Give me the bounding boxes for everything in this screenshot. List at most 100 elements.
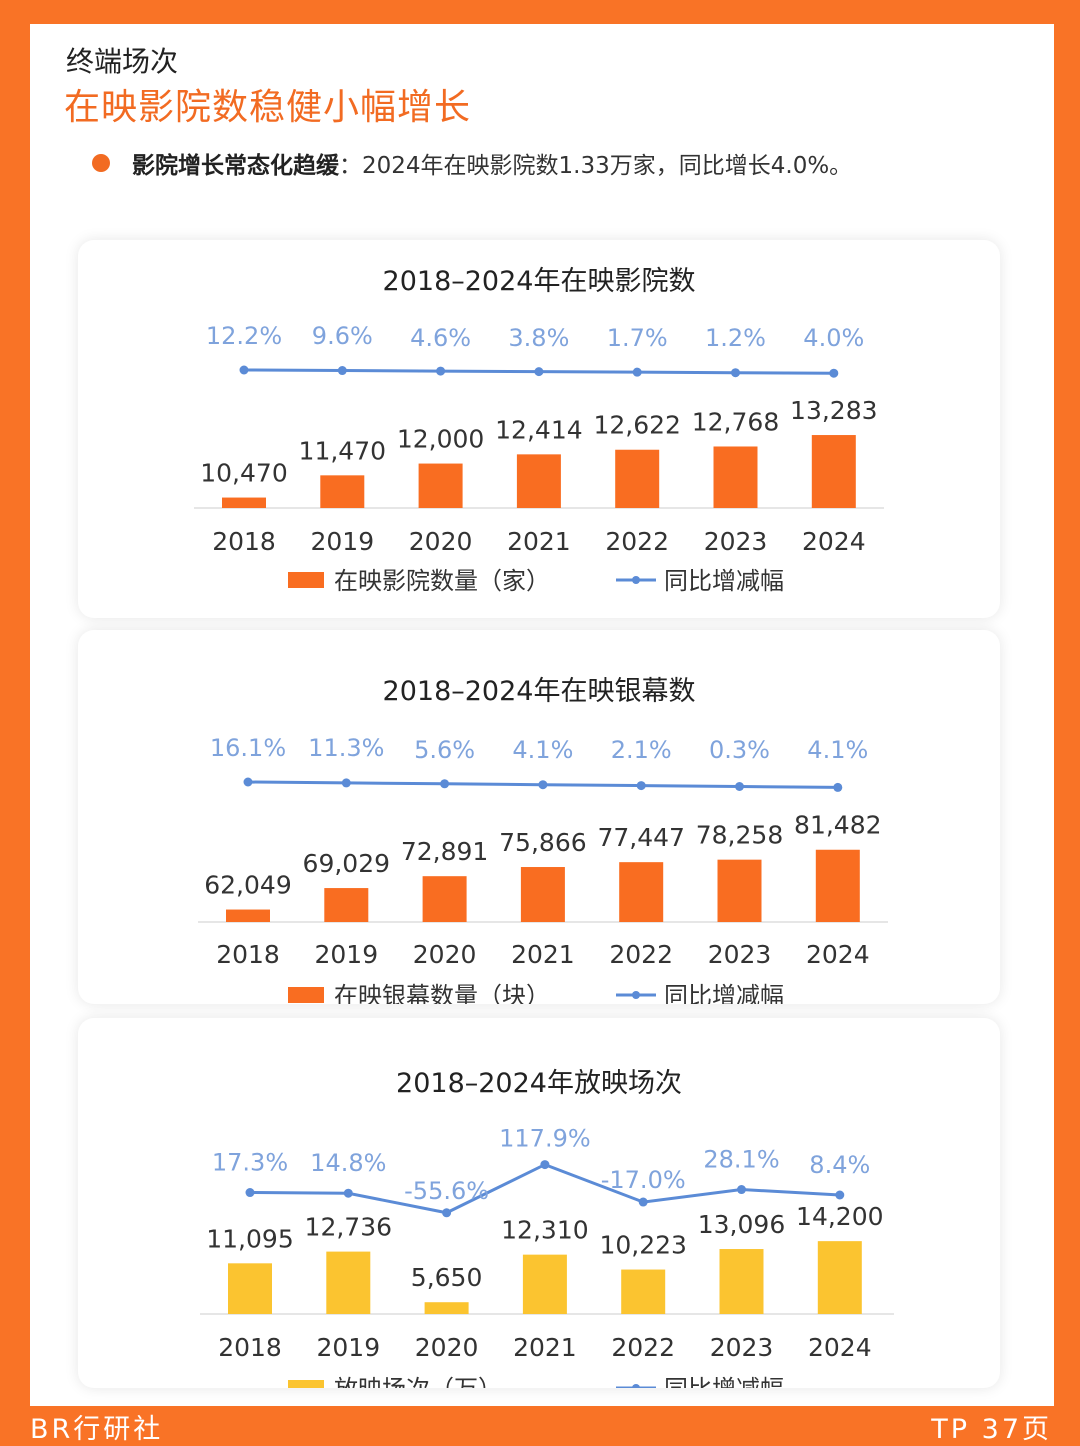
- x-tick-label: 2020: [409, 527, 473, 556]
- bar-value-label: 13,096: [698, 1210, 785, 1239]
- chart-screens: 2018–2024年在映银幕数 62,049 2018 69,029 2019 72,89…: [198, 676, 888, 1004]
- bar-2019: [324, 888, 369, 922]
- x-tick-label: 2022: [605, 527, 669, 556]
- growth-label: 117.9%: [499, 1125, 591, 1153]
- bar-2021: [520, 867, 565, 922]
- growth-label: -17.0%: [601, 1166, 686, 1194]
- page-title: 在映影院数稳健小幅增长: [64, 87, 472, 128]
- bar-2024: [817, 1241, 862, 1314]
- legend-bar-label: 放映场次（万）: [334, 1375, 502, 1388]
- legend-bar-swatch: [288, 987, 324, 1003]
- x-tick-label: 2021: [507, 527, 571, 556]
- growth-point-2018: [245, 1188, 255, 1198]
- growth-label: 4.1%: [512, 736, 573, 764]
- growth-point-2021: [540, 1160, 550, 1170]
- x-tick-label: 2022: [611, 1333, 675, 1362]
- bar-value-label: 10,470: [200, 459, 287, 488]
- bar-value-label: 81,482: [794, 811, 881, 840]
- growth-label: 5.6%: [414, 736, 475, 764]
- x-tick-label: 2022: [609, 940, 673, 969]
- legend-bar-swatch: [288, 572, 324, 588]
- growth-point-2018: [239, 365, 249, 375]
- growth-label: 0.3%: [709, 736, 770, 764]
- bar-value-label: 62,049: [204, 871, 291, 900]
- growth-label: 1.7%: [607, 324, 668, 352]
- growth-label: 9.6%: [312, 322, 373, 350]
- key-point-bold: 影院增长常态化趋缓: [132, 153, 339, 179]
- bar-value-label: 12,736: [305, 1213, 392, 1242]
- chart-title: 2018–2024年在映影院数: [383, 266, 696, 297]
- growth-label: 4.1%: [807, 736, 868, 764]
- bar-value-label: 10,223: [599, 1231, 686, 1260]
- legend-line-label: 同比增减幅: [664, 1375, 784, 1388]
- growth-label: 17.3%: [212, 1149, 288, 1177]
- legend-bar-swatch: [288, 1380, 324, 1388]
- x-tick-label: 2023: [708, 940, 772, 969]
- chart-title: 2018–2024年放映场次: [396, 1068, 682, 1099]
- growth-point-2024: [835, 1190, 845, 1200]
- footer-source: BR行研社: [30, 1414, 164, 1445]
- legend-bar-label: 在映银幕数量（块）: [334, 982, 550, 1004]
- infographic-page: 终端场次 在映影院数稳健小幅增长 影院增长常态化趋缓 ：2024年在映影院数1.…: [30, 24, 1054, 1406]
- bar-2021: [516, 454, 561, 508]
- footer-page: TP 37页: [931, 1414, 1052, 1445]
- chart-card-screens: 2018–2024年在映银幕数 62,049 2018 69,029 2019 72,89…: [78, 630, 1000, 1004]
- bar-value-label: 12,414: [495, 415, 582, 444]
- growth-point-2022: [632, 367, 642, 377]
- bar-value-label: 11,095: [206, 1224, 293, 1253]
- growth-label: 3.8%: [508, 324, 569, 352]
- legend-line-dot: [632, 1384, 640, 1388]
- growth-label: 1.2%: [705, 324, 766, 352]
- growth-point-2020: [436, 366, 446, 376]
- chart-cinemas: 2018–2024年在映影院数 10,470 2018 11,470 2019 12,00…: [194, 266, 884, 595]
- bar-2023: [713, 446, 758, 508]
- growth-point-2022: [636, 781, 646, 791]
- legend-bar-label: 在映影院数量（家）: [334, 567, 550, 595]
- bar-value-label: 14,200: [796, 1202, 883, 1231]
- growth-label: -55.6%: [404, 1177, 489, 1205]
- x-tick-label: 2019: [316, 1333, 380, 1362]
- growth-point-2021: [538, 780, 548, 790]
- growth-point-2023: [737, 1185, 746, 1195]
- growth-point-2023: [735, 782, 744, 791]
- bar-value-label: 77,447: [597, 823, 684, 852]
- bar-value-label: 12,768: [692, 407, 779, 436]
- bar-value-label: 78,258: [696, 821, 783, 850]
- bar-2020: [424, 1302, 469, 1314]
- bar-2019: [320, 475, 365, 508]
- x-tick-label: 2018: [216, 940, 280, 969]
- growth-point-2022: [638, 1197, 648, 1207]
- growth-label: 8.4%: [809, 1151, 870, 1179]
- x-tick-label: 2023: [710, 1333, 774, 1362]
- bar-2019: [326, 1251, 371, 1314]
- bar-2024: [815, 849, 860, 922]
- bar-value-label: 12,000: [397, 425, 484, 454]
- bar-2018: [222, 497, 266, 508]
- bar-value-label: 12,622: [593, 411, 680, 440]
- bar-2018: [228, 1263, 272, 1314]
- bar-2020: [422, 876, 467, 922]
- key-point-text: ：2024年在映影院数1.33万家，同比增长4.0%。: [339, 153, 853, 179]
- growth-label: 11.3%: [308, 734, 384, 762]
- growth-point-2024: [833, 782, 843, 792]
- x-tick-label: 2018: [218, 1333, 282, 1362]
- growth-point-2020: [442, 1208, 452, 1218]
- x-tick-label: 2019: [310, 527, 374, 556]
- legend-line-dot: [632, 576, 640, 584]
- growth-point-2023: [731, 368, 740, 378]
- growth-point-2024: [829, 368, 839, 378]
- x-tick-label: 2018: [212, 527, 276, 556]
- x-tick-label: 2023: [704, 527, 768, 556]
- legend-line-dot: [632, 991, 640, 999]
- chart-shows: 2018–2024年放映场次 11,095 2018 12,736 2019 5,650 2…: [200, 1068, 894, 1388]
- bar-value-label: 11,470: [299, 436, 386, 465]
- bar-2022: [615, 449, 660, 508]
- growth-point-2019: [341, 778, 351, 788]
- growth-point-2018: [243, 777, 253, 787]
- bar-2024: [811, 435, 856, 508]
- growth-label: 2.1%: [611, 736, 672, 764]
- growth-point-2021: [534, 367, 544, 377]
- bar-2022: [619, 862, 664, 922]
- bullet-dot-icon: [92, 154, 110, 172]
- bar-value-label: 69,029: [303, 849, 390, 878]
